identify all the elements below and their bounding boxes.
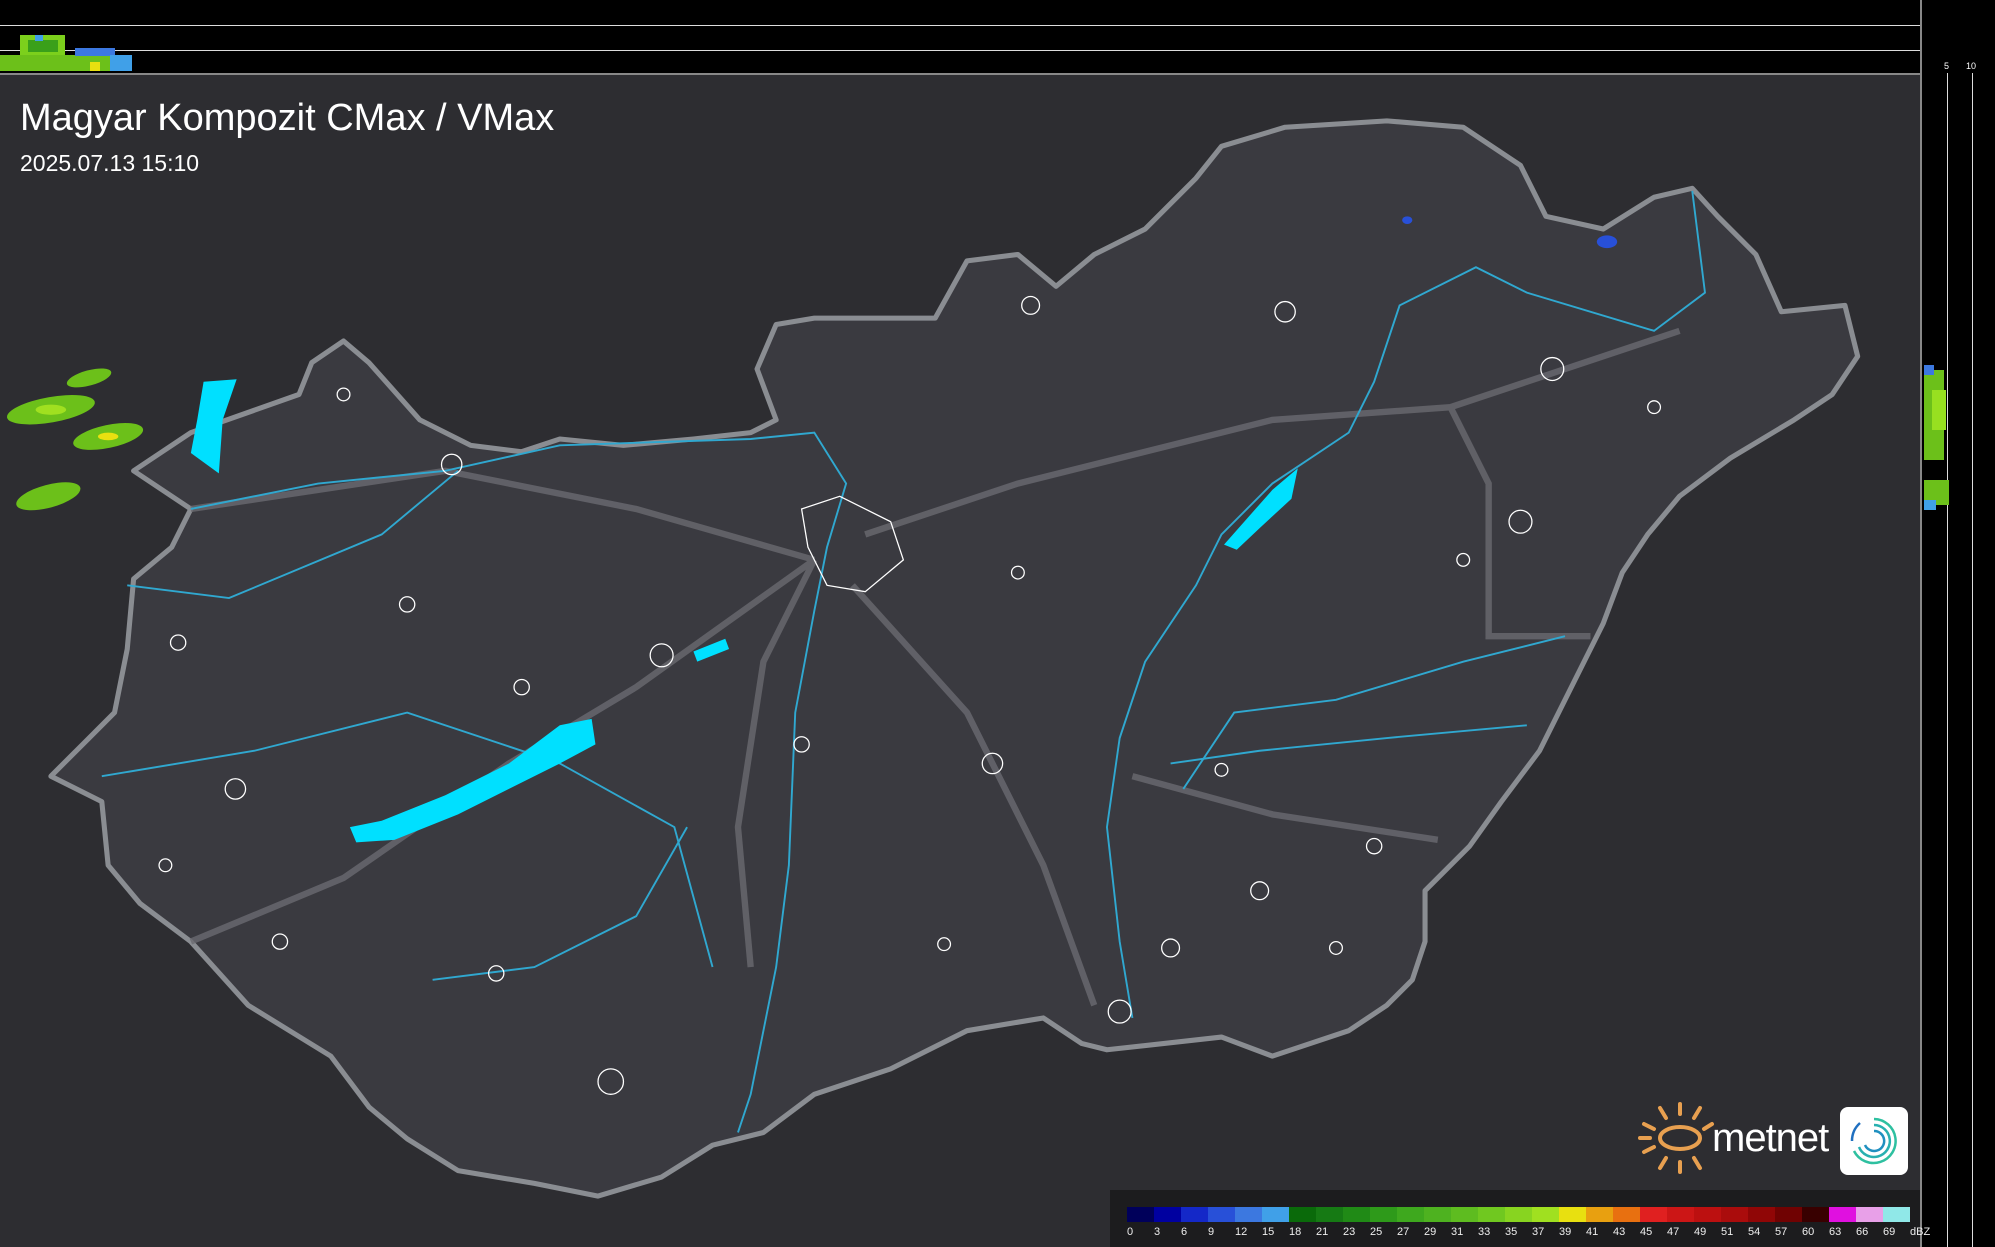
legend-label: 49 [1694, 1226, 1707, 1238]
rivers [101, 190, 1706, 1133]
legend-labels: 0 3 6 9 12 15 18 21 23 25 27 29 31 33 35 37 39 41 43 45 47 49… [1127, 1226, 1937, 1238]
legend-swatch [1829, 1207, 1856, 1222]
legend-swatch [1451, 1207, 1478, 1222]
legend-label: 31 [1451, 1226, 1464, 1238]
country-hungary [48, 118, 1861, 1199]
legend-label: 15 [1262, 1226, 1275, 1238]
legend-swatch [1883, 1207, 1910, 1222]
towns [158, 295, 1662, 1095]
legend-label: 47 [1667, 1226, 1680, 1238]
legend-swatch [1154, 1207, 1181, 1222]
legend-label: 3 [1154, 1226, 1161, 1238]
roads [189, 327, 1681, 1007]
legend-label: 43 [1613, 1226, 1626, 1238]
legend-swatch [1856, 1207, 1883, 1222]
legend-label: 18 [1289, 1226, 1302, 1238]
legend-label: 6 [1181, 1226, 1188, 1238]
legend-unit: dBZ [1910, 1226, 1931, 1238]
radar-echoes [6, 216, 1618, 511]
legend-label: 41 [1586, 1226, 1599, 1238]
legend-swatch [1802, 1207, 1829, 1222]
legend-label: 0 [1127, 1226, 1134, 1238]
legend-label: 45 [1640, 1226, 1653, 1238]
legend-swatch [1397, 1207, 1424, 1222]
legend-label: 21 [1316, 1226, 1329, 1238]
legend-label: 54 [1748, 1226, 1761, 1238]
legend-swatch [1127, 1207, 1154, 1222]
legend-label: 63 [1829, 1226, 1842, 1238]
legend-label: 60 [1802, 1226, 1815, 1238]
tick-label: 10 [1966, 61, 1977, 71]
legend-swatches [1127, 1207, 1910, 1222]
tick-label: 5 [1944, 61, 1950, 71]
lake-balaton [349, 718, 596, 843]
legend-swatch [1694, 1207, 1721, 1222]
lakes [190, 379, 1298, 843]
legend-swatch [1721, 1207, 1748, 1222]
vertical-profile-right: 5 10 [1920, 0, 1995, 1247]
legend-label: 12 [1235, 1226, 1248, 1238]
legend-label: 66 [1856, 1226, 1869, 1238]
legend-swatch [1532, 1207, 1559, 1222]
legend-swatch [1208, 1207, 1235, 1222]
legend-label: 27 [1397, 1226, 1410, 1238]
lake-tisza [1224, 468, 1298, 550]
legend-swatch [1613, 1207, 1640, 1222]
map-title: Magyar Kompozit CMax / VMax [20, 97, 555, 139]
gridline-5 [0, 50, 1920, 51]
legend-swatch [1424, 1207, 1451, 1222]
legend-label: 25 [1370, 1226, 1383, 1238]
legend-swatch [1262, 1207, 1289, 1222]
legend-label: 37 [1532, 1226, 1545, 1238]
legend-swatch [1640, 1207, 1667, 1222]
gridline-10 [1972, 73, 1973, 1247]
legend-label: 69 [1883, 1226, 1896, 1238]
legend-label: 33 [1478, 1226, 1491, 1238]
legend-label: 29 [1424, 1226, 1437, 1238]
legend-swatch [1235, 1207, 1262, 1222]
legend-label: 57 [1775, 1226, 1788, 1238]
legend-swatch [1316, 1207, 1343, 1222]
gridline-10 [0, 25, 1920, 26]
legend-swatch [1559, 1207, 1586, 1222]
legend-label: 39 [1559, 1226, 1572, 1238]
legend-swatch [1289, 1207, 1316, 1222]
legend-swatch [1505, 1207, 1532, 1222]
legend-label: 23 [1343, 1226, 1356, 1238]
legend-swatch [1775, 1207, 1802, 1222]
sun-icon [1638, 1102, 1714, 1174]
lake-ferto [190, 379, 237, 474]
vertical-profile-top: 10 5 [0, 0, 1934, 75]
legend-label: 35 [1505, 1226, 1518, 1238]
profile-echo [0, 35, 132, 71]
legend-label: 51 [1721, 1226, 1734, 1238]
legend-swatch [1370, 1207, 1397, 1222]
legend-swatch [1748, 1207, 1775, 1222]
radar-map[interactable] [0, 75, 1920, 1247]
lake-velence [693, 638, 730, 662]
map-timestamp: 2025.07.13 15:10 [20, 150, 200, 176]
app-icon [1840, 1107, 1908, 1175]
legend-label: 9 [1208, 1226, 1215, 1238]
dbz-color-legend: 0 3 6 9 12 15 18 21 23 25 27 29 31 33 35 37 39 41 43 45 47 49… [1110, 1190, 1930, 1247]
logo-text: metnet [1712, 1115, 1829, 1160]
profile-echo [1924, 365, 1949, 510]
legend-swatch [1667, 1207, 1694, 1222]
legend-swatch [1586, 1207, 1613, 1222]
legend-swatch [1181, 1207, 1208, 1222]
legend-swatch [1478, 1207, 1505, 1222]
metnet-logo: metnet [1636, 1100, 1829, 1176]
legend-swatch [1343, 1207, 1370, 1222]
gridline-5 [1947, 73, 1948, 1247]
